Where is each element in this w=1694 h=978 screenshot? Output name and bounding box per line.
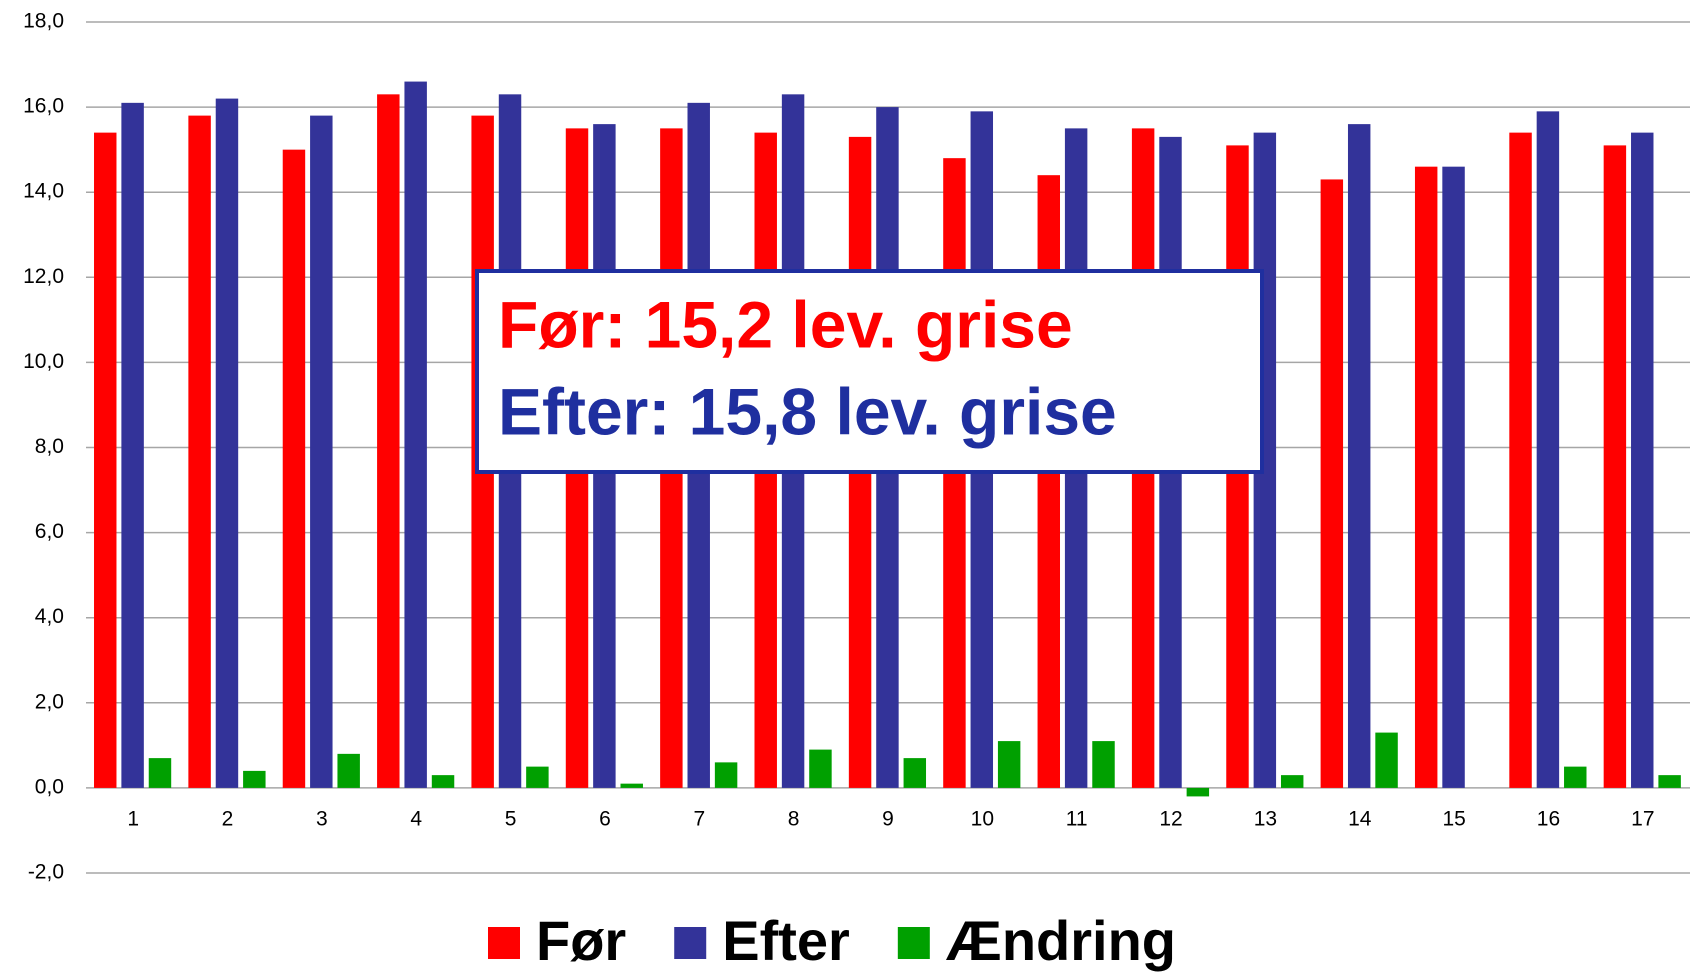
x-tick-label: 13: [1254, 807, 1277, 830]
y-tick-label: 16,0: [23, 95, 64, 118]
y-tick-label: 0,0: [35, 775, 64, 798]
annotation-text: Før: 15,2 lev. grise: [498, 287, 1073, 361]
bar: [337, 753, 360, 788]
x-tick-label: 17: [1631, 807, 1654, 830]
x-tick-label: 3: [316, 807, 328, 830]
y-tick-label: -2,0: [28, 861, 64, 884]
bar: [215, 98, 239, 788]
bar: [1092, 741, 1115, 788]
legend-swatch: [674, 927, 707, 959]
annotation-box: [475, 269, 1264, 474]
legend-label: Efter: [722, 909, 850, 972]
bar: [1347, 124, 1371, 788]
bar: [1320, 179, 1344, 788]
bar: [997, 741, 1021, 788]
bar: [1509, 132, 1532, 788]
labels: -2,0 0,0 2,0 4,0 6,0 8,0 10,0 12,0 14,0 16,0 18,0 1…: [23, 10, 1654, 884]
x-tick-label: 16: [1537, 807, 1560, 830]
x-tick-label: 1: [127, 807, 139, 830]
y-tick-label: 2,0: [35, 690, 64, 713]
bar: [377, 94, 400, 788]
x-tick-label: 7: [693, 807, 705, 830]
y-tick-label: 14,0: [23, 180, 64, 203]
bar: [1037, 175, 1061, 788]
bar: [431, 775, 455, 788]
y-tick-label: 12,0: [23, 265, 64, 288]
bar: [1631, 132, 1654, 788]
annotation: Før: 15,2 lev. grise Efter: 15,8 lev. gri…: [475, 269, 1264, 474]
legend-swatch: [488, 927, 520, 959]
x-tick-label: 8: [788, 807, 800, 830]
bar: [1414, 166, 1438, 788]
bar: [148, 758, 172, 788]
bar: [94, 132, 117, 788]
legend-swatch: [897, 927, 930, 959]
x-tick-label: 6: [599, 807, 611, 830]
bar: [620, 783, 643, 788]
x-tick-label: 11: [1066, 807, 1088, 830]
bar: [809, 749, 832, 788]
bar: [1564, 766, 1587, 788]
bar: [282, 149, 306, 788]
bar: [310, 115, 333, 788]
bar: [1442, 166, 1465, 788]
legend: Før Efter Ændring: [488, 909, 1176, 972]
bar: [1280, 775, 1304, 788]
bar: [243, 770, 266, 788]
bar: [526, 766, 549, 788]
y-tick-label: 18,0: [23, 10, 64, 33]
legend-label: Ændring: [946, 909, 1176, 972]
y-tick-label: 8,0: [35, 435, 64, 458]
x-tick-label: 15: [1442, 807, 1465, 830]
bar: [404, 81, 427, 788]
x-tick-label: 9: [882, 807, 894, 830]
bar: [903, 758, 927, 788]
bar: [1536, 111, 1560, 788]
x-tick-label: 5: [505, 807, 517, 830]
x-tick-label: 14: [1348, 807, 1372, 830]
bar: [188, 115, 211, 788]
y-tick-label: 6,0: [35, 520, 64, 543]
legend-label: Før: [536, 909, 626, 972]
y-tick-label: 10,0: [23, 350, 64, 373]
y-tick-label: 4,0: [35, 605, 64, 628]
bar: [1186, 787, 1210, 797]
bar: [1375, 732, 1398, 788]
bar: [121, 102, 144, 788]
annotation-text: Efter: 15,8 lev. grise: [498, 374, 1117, 448]
x-tick-label: 10: [971, 807, 994, 830]
x-tick-label: 2: [222, 807, 234, 830]
bar: [1603, 145, 1627, 788]
bar: [714, 762, 738, 788]
x-tick-label: 12: [1159, 807, 1182, 830]
x-tick-label: 4: [410, 807, 422, 830]
bar: [1658, 775, 1681, 788]
